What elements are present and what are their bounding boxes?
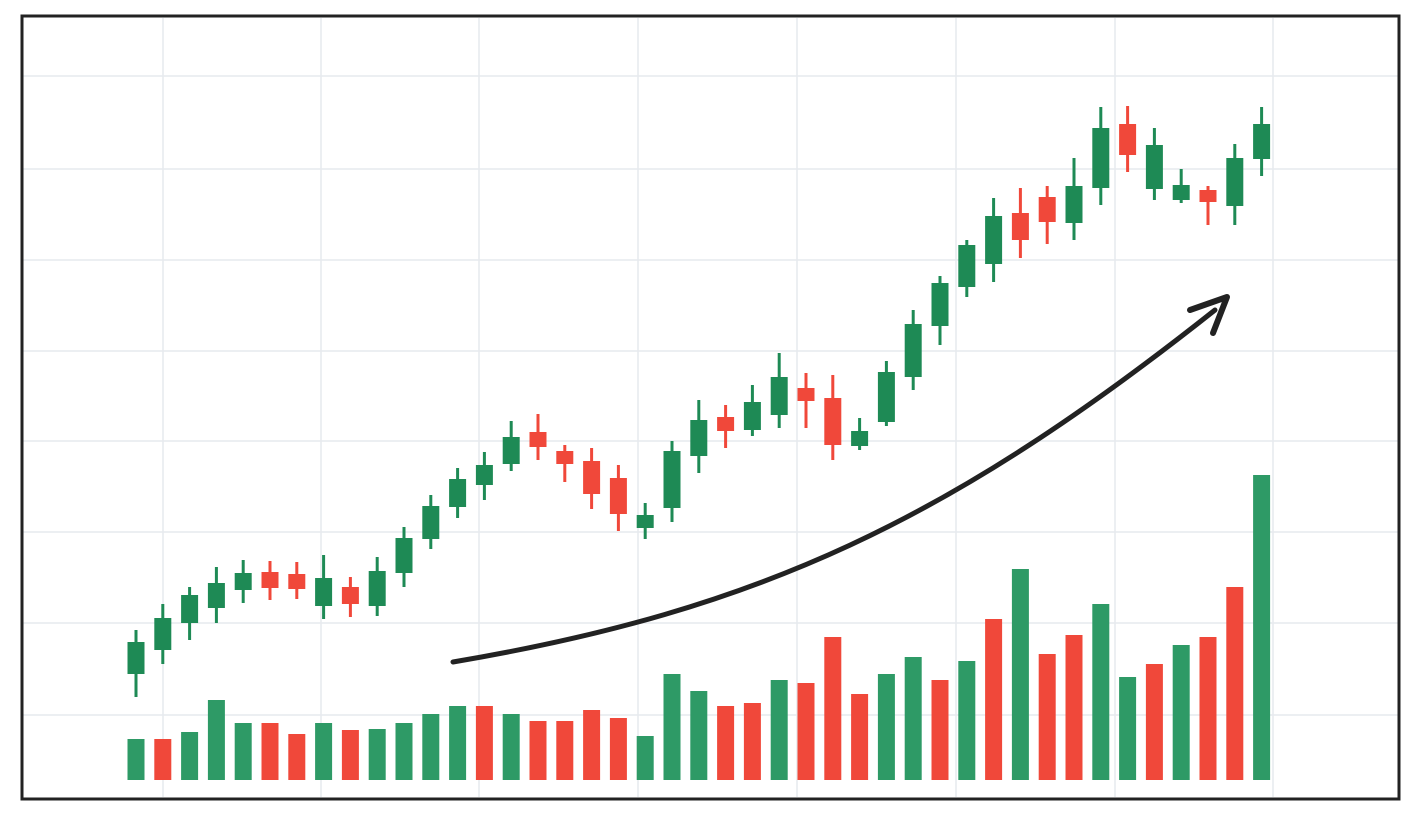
volume-bar <box>1038 654 1056 780</box>
volume-bar <box>341 730 359 780</box>
candle-body <box>368 571 386 606</box>
candle-body <box>609 478 627 514</box>
arrow-head <box>1187 294 1230 336</box>
volume-bar <box>877 674 895 780</box>
volume-bar <box>315 723 333 780</box>
candle-body <box>449 479 467 507</box>
candle-body <box>395 538 413 573</box>
volume-bar <box>824 637 842 780</box>
candle-body <box>315 578 333 606</box>
candle-body <box>1172 185 1190 200</box>
candle-body <box>422 506 440 539</box>
candle-body <box>127 642 145 674</box>
candle-body <box>985 216 1003 264</box>
candle-body <box>904 324 922 377</box>
volume-bar <box>663 674 681 780</box>
candle-body <box>502 437 520 464</box>
volume-bar <box>985 619 1003 780</box>
candle-body <box>261 572 279 588</box>
candle-body <box>556 451 574 464</box>
candle-body <box>717 417 735 431</box>
volume-bar <box>851 694 869 780</box>
candle-body <box>1038 197 1056 222</box>
volume-bar <box>1172 645 1190 780</box>
candle-body <box>583 461 601 494</box>
candle-body <box>207 583 225 608</box>
volume-bar <box>261 723 279 780</box>
volume-bar <box>1065 635 1083 780</box>
volume-bar <box>1011 569 1029 780</box>
volume-bar <box>556 721 574 780</box>
volume-bar <box>958 661 976 780</box>
volume-bar <box>1119 677 1137 780</box>
candle-body <box>1119 124 1137 155</box>
candle-body <box>851 431 869 446</box>
candles <box>127 106 1271 697</box>
candle-body <box>931 283 949 326</box>
candle-body <box>1092 128 1110 188</box>
candle-body <box>181 595 199 623</box>
candle-body <box>529 432 547 447</box>
candle-body <box>690 420 708 456</box>
volume-bar <box>207 700 225 780</box>
candle-body <box>1226 158 1244 206</box>
volume-bar <box>797 683 815 780</box>
candle-body <box>770 377 788 415</box>
candle-body <box>743 402 761 430</box>
volume-bar <box>931 680 949 780</box>
volume-bar <box>1226 587 1244 780</box>
volume-bar <box>904 657 922 780</box>
frame <box>20 14 1401 801</box>
vertical-grid <box>162 18 1274 797</box>
candle-body <box>1011 213 1029 240</box>
volume-bar <box>368 729 386 780</box>
volume-bar <box>234 723 252 780</box>
volume-bar <box>181 732 199 780</box>
candle-body <box>636 515 654 528</box>
volume-bar <box>422 714 440 780</box>
candle-body <box>341 587 359 604</box>
volume-bar <box>717 706 735 780</box>
candle-body <box>958 245 976 287</box>
volume-bars <box>127 475 1271 780</box>
candle-body <box>475 465 493 485</box>
volume-bar <box>1145 664 1163 780</box>
candle-body <box>1145 145 1163 189</box>
volume-bar <box>609 718 627 780</box>
volume-bar <box>583 710 601 780</box>
volume-bar <box>770 680 788 780</box>
volume-bar <box>502 714 520 780</box>
trend-arrow <box>450 307 1218 665</box>
volume-bar <box>690 691 708 780</box>
volume-bar <box>1253 475 1271 780</box>
volume-bar <box>1092 604 1110 780</box>
volume-bar <box>529 721 547 780</box>
volume-bar <box>475 706 493 780</box>
volume-bar <box>743 703 761 780</box>
candle-body <box>1253 124 1271 159</box>
volume-bar <box>288 734 306 780</box>
candle-body <box>154 618 172 650</box>
volume-bar <box>154 739 172 780</box>
candle-body <box>797 388 815 401</box>
volume-bar <box>636 736 654 780</box>
horizontal-grid <box>23 75 1398 716</box>
candle-body <box>234 573 252 590</box>
volume-bar <box>1199 637 1217 780</box>
candle-body <box>288 574 306 589</box>
candle-body <box>1065 186 1083 223</box>
candle-body <box>1199 190 1217 202</box>
volume-bar <box>127 739 145 780</box>
candle-body <box>877 372 895 422</box>
candle-body <box>663 451 681 508</box>
candle-body <box>824 398 842 445</box>
volume-bar <box>395 723 413 780</box>
volume-bar <box>449 706 467 780</box>
